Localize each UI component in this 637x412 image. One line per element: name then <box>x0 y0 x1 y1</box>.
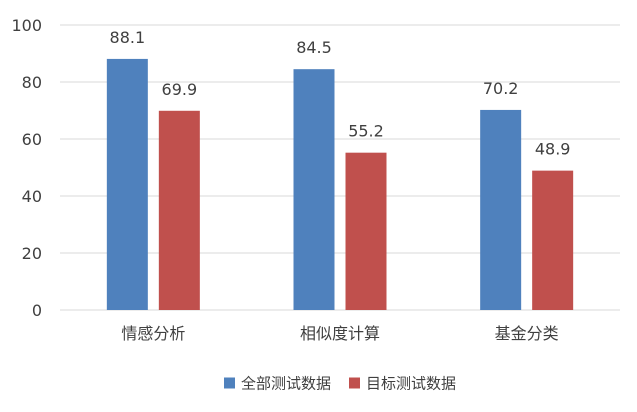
bar <box>158 110 200 310</box>
data-label: 84.5 <box>296 38 332 57</box>
legend-swatch <box>349 377 360 389</box>
legend-label: 全部测试数据 <box>241 375 331 393</box>
y-axis-ticks: 0 20 40 60 80 100 <box>11 16 42 320</box>
data-labels: 88.1 69.9 84.5 55.2 70.2 48.9 <box>110 28 571 159</box>
legend-label: 目标测试数据 <box>366 375 456 393</box>
y-tick-label: 60 <box>22 130 42 149</box>
legend-swatch <box>224 377 235 389</box>
data-label: 70.2 <box>483 79 519 98</box>
data-label: 55.2 <box>348 122 384 141</box>
gridlines <box>60 24 620 311</box>
x-category-label: 情感分析 <box>121 324 185 343</box>
y-tick-label: 80 <box>22 73 42 92</box>
data-label: 69.9 <box>162 80 198 99</box>
data-label: 88.1 <box>110 28 146 47</box>
y-tick-label: 20 <box>22 244 42 263</box>
bar <box>345 152 387 310</box>
y-tick-label: 0 <box>32 301 42 320</box>
bar <box>480 109 522 311</box>
bar <box>532 170 574 310</box>
x-axis-categories: 情感分析 相似度计算 基金分类 <box>121 324 558 343</box>
x-category-label: 基金分类 <box>495 324 559 343</box>
legend: 全部测试数据 目标测试数据 <box>224 375 456 393</box>
data-label: 48.9 <box>535 140 571 159</box>
bars <box>106 58 574 311</box>
bar <box>293 69 335 310</box>
y-tick-label: 100 <box>11 16 42 35</box>
x-category-label: 相似度计算 <box>300 324 380 343</box>
bar <box>106 58 148 310</box>
y-tick-label: 40 <box>22 187 42 206</box>
